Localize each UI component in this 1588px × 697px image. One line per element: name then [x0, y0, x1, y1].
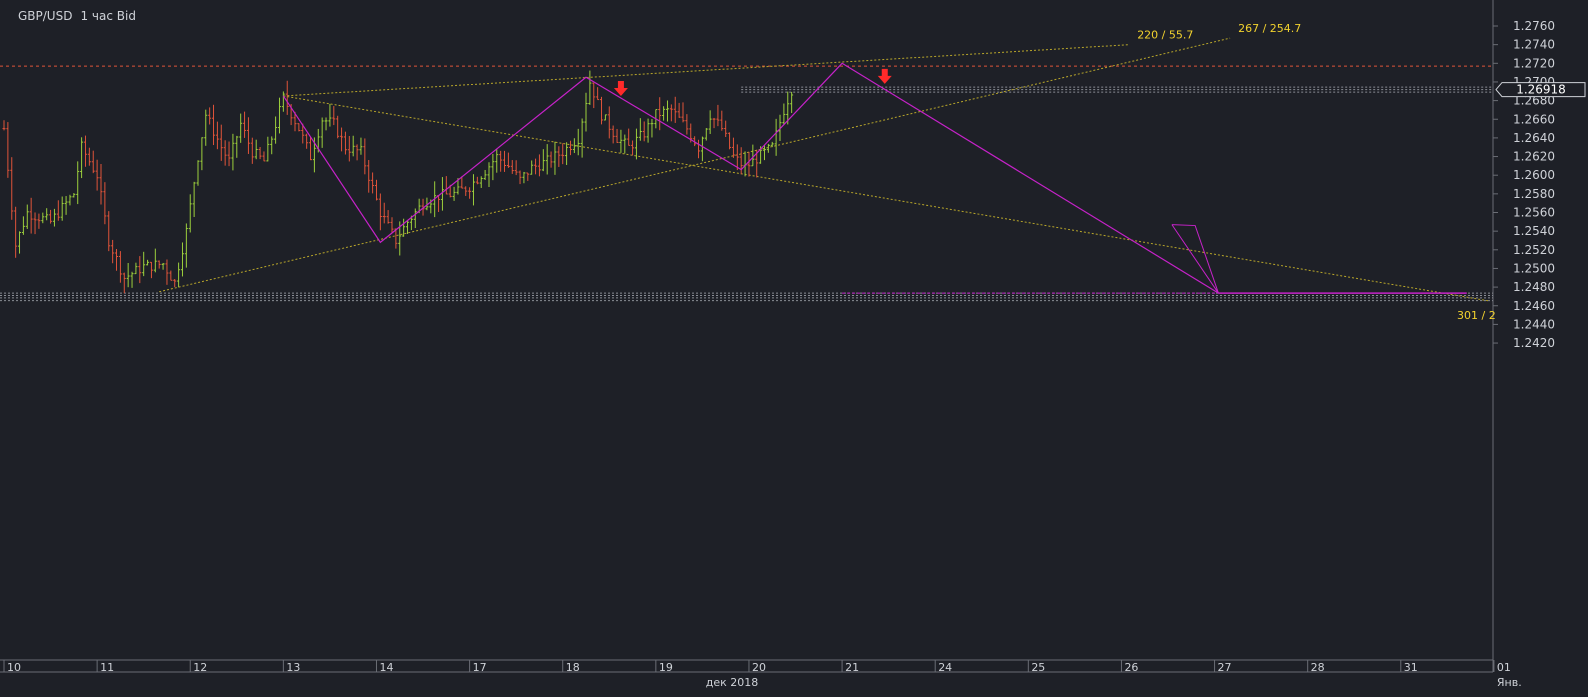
x-tick-label: 01 [1497, 661, 1511, 674]
x-tick-label: 12 [193, 661, 207, 674]
last-price-tag-box [1495, 82, 1586, 98]
harmonic-pattern [282, 62, 1467, 294]
x-tick-label: 10 [7, 661, 21, 674]
x-tick-label: 21 [845, 661, 859, 674]
x-tick-label: 14 [379, 661, 393, 674]
x-tick-label: 26 [1124, 661, 1138, 674]
x-tick-label: 11 [100, 661, 114, 674]
trendline-labels: 220 / 55.7 267 / 254.7 301 / 2 [1137, 22, 1496, 322]
x-tick-label: 31 [1404, 661, 1418, 674]
y-tick-label: 1.2440 [1513, 317, 1555, 331]
x-tick-label: 25 [1031, 661, 1045, 674]
y-tick-label: 1.2420 [1513, 336, 1555, 350]
trendline [159, 37, 1231, 293]
x-tick-label: 27 [1218, 661, 1232, 674]
y-tick-label: 1.2740 [1513, 38, 1555, 52]
y-tick-label: 1.2460 [1513, 299, 1555, 313]
y-tick-label: 1.2600 [1513, 168, 1555, 182]
y-tick-label: 1.2660 [1513, 112, 1555, 126]
x-tick-label: 19 [659, 661, 673, 674]
trendline-label: 301 / 2 [1457, 309, 1496, 322]
y-tick-label: 1.2500 [1513, 261, 1555, 275]
y-tick-label: 1.2580 [1513, 187, 1555, 201]
trendlines [159, 37, 1491, 302]
trendline-label: 220 / 55.7 [1137, 29, 1193, 42]
y-tick-label: 1.2560 [1513, 206, 1555, 220]
x-tick-label: 28 [1311, 661, 1325, 674]
y-tick-label: 1.2720 [1513, 56, 1555, 70]
timeframe-label: 1 час Bid [80, 9, 136, 23]
y-tick-label: 1.2620 [1513, 150, 1555, 164]
y-tick-label: 1.2640 [1513, 131, 1555, 145]
trendline [283, 44, 1130, 97]
x-tick-label: 24 [938, 661, 952, 674]
x-axis: 10 11 12 13 14 17 18 19 20 21 24 25 26 27 28 31 01 Янв. [3, 660, 1522, 689]
last-price-value: 1.26918 [1516, 83, 1566, 97]
sell-arrow-icon [613, 81, 628, 97]
x-tick-label: 13 [286, 661, 300, 674]
y-tick-label: 1.2680 [1513, 94, 1555, 108]
x-tick-label: 18 [566, 661, 580, 674]
y-tick-label: 1.2480 [1513, 280, 1555, 294]
sell-arrow-icon [877, 68, 892, 84]
trendline-label: 267 / 254.7 [1238, 22, 1301, 35]
month-label: дек 2018 [706, 676, 759, 689]
x-tick-label: Янв. [1497, 676, 1522, 689]
x-tick-label: 20 [752, 661, 766, 674]
y-tick-label: 1.2760 [1513, 19, 1555, 33]
ohlc-bars [2, 70, 794, 294]
chart-title: GBP/USD 1 час Bid [18, 9, 144, 23]
signal-arrows [613, 68, 892, 97]
y-tick-label: 1.2520 [1513, 243, 1555, 257]
last-price-tag[interactable]: 1.26918 [1495, 82, 1586, 98]
y-axis: 1.2420 1.2440 1.2460 1.2480 1.2500 1.2520 1.25… [1493, 19, 1555, 350]
symbol-label: GBP/USD [18, 9, 73, 23]
x-tick-label: 17 [473, 661, 487, 674]
pattern-legs [282, 62, 1219, 294]
pattern-wedge [1171, 224, 1219, 294]
y-tick-label: 1.2540 [1513, 224, 1555, 238]
